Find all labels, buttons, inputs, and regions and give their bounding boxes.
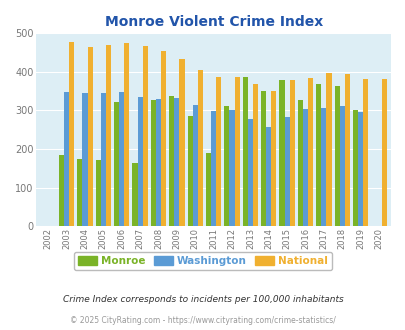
- Bar: [174, 98, 179, 226]
- Bar: [320, 109, 326, 226]
- Bar: [284, 116, 289, 226]
- Bar: [339, 107, 344, 226]
- Bar: [87, 47, 92, 226]
- Bar: [279, 80, 284, 226]
- Bar: [344, 74, 349, 226]
- Text: Crime Index corresponds to incidents per 100,000 inhabitants: Crime Index corresponds to incidents per…: [62, 295, 343, 304]
- Bar: [192, 105, 197, 226]
- Bar: [234, 77, 239, 226]
- Title: Monroe Violent Crime Index: Monroe Violent Crime Index: [104, 15, 322, 29]
- Bar: [211, 111, 216, 226]
- Bar: [307, 78, 313, 226]
- Bar: [216, 77, 221, 226]
- Bar: [252, 84, 258, 226]
- Bar: [82, 93, 87, 226]
- Bar: [100, 92, 106, 226]
- Bar: [260, 91, 266, 226]
- Bar: [197, 70, 202, 226]
- Bar: [334, 86, 339, 226]
- Bar: [297, 100, 302, 226]
- Bar: [381, 80, 386, 226]
- Bar: [229, 110, 234, 226]
- Bar: [114, 102, 119, 226]
- Bar: [266, 127, 271, 226]
- Bar: [302, 109, 307, 226]
- Bar: [96, 160, 100, 226]
- Bar: [64, 92, 69, 226]
- Bar: [150, 100, 156, 226]
- Bar: [156, 99, 161, 226]
- Bar: [187, 116, 192, 226]
- Bar: [124, 44, 129, 226]
- Bar: [137, 97, 142, 226]
- Bar: [77, 159, 82, 226]
- Bar: [132, 163, 137, 226]
- Bar: [205, 153, 211, 226]
- Bar: [315, 84, 320, 226]
- Text: © 2025 CityRating.com - https://www.cityrating.com/crime-statistics/: © 2025 CityRating.com - https://www.city…: [70, 316, 335, 325]
- Bar: [352, 110, 357, 226]
- Bar: [59, 155, 64, 226]
- Legend: Monroe, Washington, National: Monroe, Washington, National: [74, 252, 331, 270]
- Bar: [69, 42, 74, 226]
- Bar: [224, 107, 229, 226]
- Bar: [179, 59, 184, 226]
- Bar: [362, 79, 367, 226]
- Bar: [161, 51, 166, 226]
- Bar: [242, 78, 247, 226]
- Bar: [271, 91, 276, 226]
- Bar: [169, 96, 174, 226]
- Bar: [326, 73, 331, 226]
- Bar: [142, 46, 147, 226]
- Bar: [357, 112, 362, 226]
- Bar: [106, 45, 111, 226]
- Bar: [289, 80, 294, 226]
- Bar: [247, 119, 252, 226]
- Bar: [119, 92, 124, 226]
